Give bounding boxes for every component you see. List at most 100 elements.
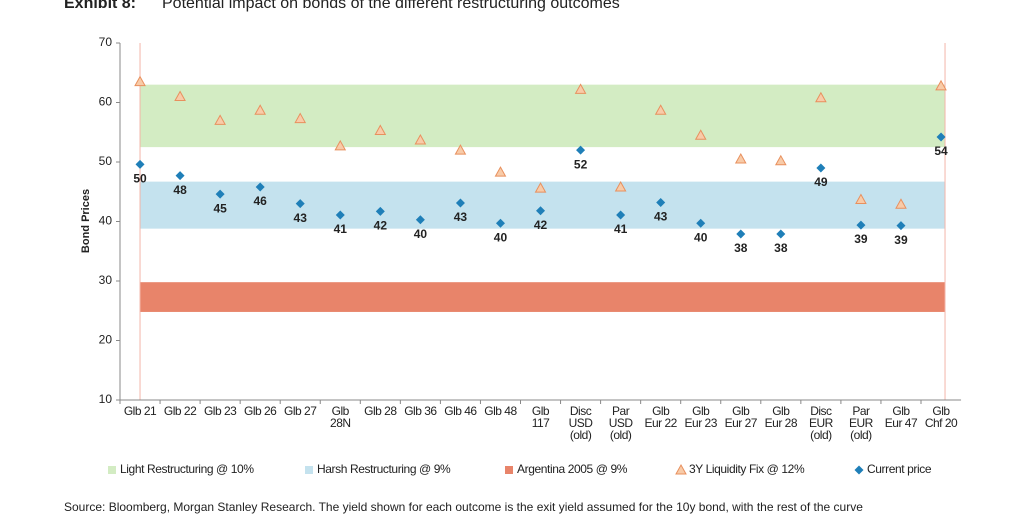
data-label: 50 — [133, 172, 147, 186]
legend-swatch — [305, 466, 313, 474]
data-point — [736, 229, 746, 239]
data-point — [536, 206, 546, 216]
legend-label: Current price — [867, 462, 932, 476]
data-point — [616, 210, 626, 220]
x-tick-label: 28N — [330, 416, 351, 430]
x-tick-label: Eur 23 — [685, 416, 718, 430]
x-tick-label: Glb 28 — [364, 404, 397, 418]
y-tick-label: 30 — [99, 273, 113, 287]
data-point — [534, 182, 547, 193]
data-point — [415, 215, 425, 225]
data-label: 38 — [734, 241, 748, 255]
x-tick-label: Glb 27 — [284, 404, 317, 418]
data-point — [936, 132, 946, 142]
y-tick-label: 50 — [99, 154, 113, 168]
data-label: 41 — [334, 222, 348, 236]
x-tick-label: Glb 22 — [164, 404, 197, 418]
y-tick-label: 20 — [99, 333, 113, 347]
data-label: 54 — [934, 144, 948, 158]
data-label: 43 — [294, 211, 308, 225]
legend-swatch — [505, 466, 513, 474]
legend-label: Harsh Restructuring @ 9% — [317, 462, 451, 476]
y-tick-label: 10 — [99, 392, 113, 406]
x-tick-label: Glb 26 — [244, 404, 277, 418]
data-label: 40 — [494, 230, 508, 244]
data-label: 42 — [534, 218, 548, 232]
legend-swatch — [675, 463, 687, 475]
data-point — [295, 199, 305, 209]
data-label: 43 — [454, 210, 468, 224]
data-point — [454, 144, 467, 155]
data-label: 40 — [694, 230, 708, 244]
x-tick-label: EUR — [809, 416, 834, 430]
data-point — [215, 189, 225, 199]
x-tick-label: Glb — [732, 404, 750, 418]
y-tick-label: 70 — [99, 35, 113, 49]
data-point — [696, 218, 706, 228]
data-point — [175, 171, 185, 181]
chart-title: Potential impact on bonds of the differe… — [162, 0, 620, 12]
x-tick-label: Par — [852, 404, 870, 418]
x-tick-label: USD — [609, 416, 634, 430]
data-point — [334, 139, 347, 151]
y-tick-label: 40 — [99, 214, 113, 228]
legend-swatch — [854, 465, 864, 475]
data-point — [855, 193, 867, 204]
title-label: Exhibit 8: — [64, 0, 136, 12]
data-label: 52 — [574, 157, 588, 171]
data-label: 38 — [774, 241, 788, 255]
data-point — [614, 180, 627, 192]
x-tick-label: Disc — [810, 404, 832, 418]
data-point — [574, 83, 587, 94]
x-tick-label: Glb — [932, 404, 950, 418]
x-tick-label: Glb — [692, 404, 710, 418]
data-point — [694, 129, 707, 140]
data-label: 49 — [814, 175, 828, 189]
data-point — [654, 104, 667, 115]
source-note: Source: Bloomberg, Morgan Stanley Resear… — [64, 500, 863, 514]
x-tick-label: (old) — [610, 428, 632, 442]
data-point — [734, 152, 747, 164]
x-tick-label: Chf 20 — [925, 416, 958, 430]
data-point — [174, 90, 186, 102]
data-point — [375, 206, 385, 216]
x-tick-label: Glb — [652, 404, 670, 418]
data-point — [815, 91, 827, 103]
data-point — [856, 220, 866, 230]
data-point — [935, 79, 947, 91]
legend-label: 3Y Liquidity Fix @ 12% — [689, 462, 805, 476]
range-band — [140, 84, 946, 148]
x-tick-label: Eur 47 — [885, 416, 918, 430]
data-point — [774, 154, 787, 166]
data-point — [895, 198, 907, 209]
data-point — [776, 229, 786, 239]
data-point — [414, 133, 427, 145]
x-tick-label: Par — [612, 404, 630, 418]
x-tick-label: Glb — [772, 404, 790, 418]
data-point — [335, 210, 345, 220]
data-point — [294, 112, 307, 124]
x-tick-label: (old) — [810, 428, 832, 442]
x-tick-label: Glb — [332, 404, 350, 418]
x-tick-label: Disc — [570, 404, 592, 418]
data-point — [896, 221, 906, 231]
x-tick-label: Glb 21 — [124, 404, 157, 418]
data-label: 43 — [654, 210, 668, 224]
data-label: 45 — [213, 201, 227, 215]
data-label: 42 — [374, 219, 388, 233]
data-point — [214, 114, 226, 125]
data-point — [656, 197, 666, 207]
x-tick-label: (old) — [850, 428, 872, 442]
data-label: 40 — [414, 227, 428, 241]
y-tick-label: 60 — [99, 95, 113, 109]
data-point — [134, 75, 146, 87]
x-tick-label: Eur 22 — [644, 416, 677, 430]
legend-label: Argentina 2005 @ 9% — [517, 462, 628, 476]
range-band — [140, 282, 946, 312]
x-tick-label: (old) — [570, 428, 592, 442]
data-label: 48 — [173, 183, 187, 197]
x-tick-label: Eur 27 — [725, 416, 758, 430]
data-point — [494, 166, 507, 177]
data-label: 39 — [854, 232, 868, 246]
